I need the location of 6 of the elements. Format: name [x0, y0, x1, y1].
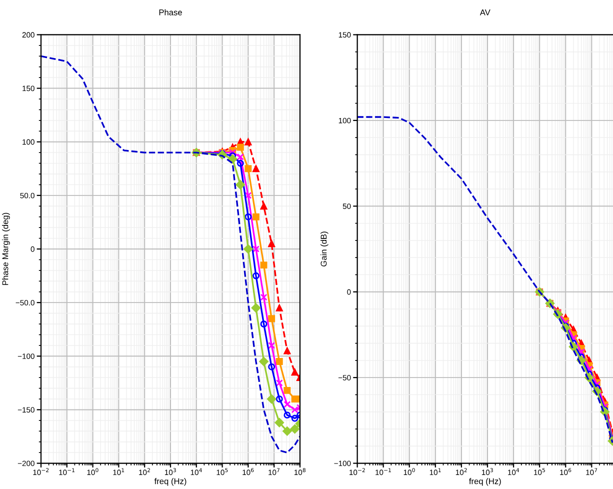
x-axis-title: freq (Hz): [154, 478, 186, 486]
y-axis-title: Phase Margin (deg): [2, 212, 10, 285]
y-axis-title: Gain (dB): [320, 232, 328, 266]
chart-title: Phase: [159, 9, 182, 16]
chart-title: AV: [480, 10, 490, 16]
x-axis-title: freq (Hz): [469, 478, 501, 486]
